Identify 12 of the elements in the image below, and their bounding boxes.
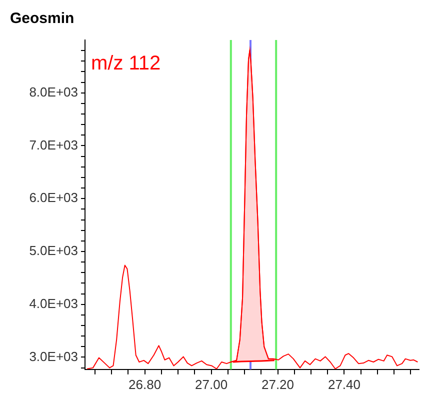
x-tick-label: 27.00	[195, 376, 228, 392]
y-tick-label: 3.0E+03	[29, 348, 78, 364]
x-tick-label: 27.40	[328, 376, 360, 392]
y-tick-label: 7.0E+03	[29, 137, 78, 152]
y-tick-label: 6.0E+03	[29, 190, 78, 206]
y-tick-label: 8.0E+03	[29, 84, 78, 100]
x-tick-label: 26.80	[128, 376, 162, 392]
chart-title: Geosmin	[10, 10, 74, 28]
y-tick-label: 5.0E+03	[29, 243, 78, 258]
y-tick-label: 4.0E+03	[29, 296, 78, 311]
x-tick-label: 27.20	[261, 376, 294, 392]
annotation: m/z 112	[91, 52, 161, 75]
